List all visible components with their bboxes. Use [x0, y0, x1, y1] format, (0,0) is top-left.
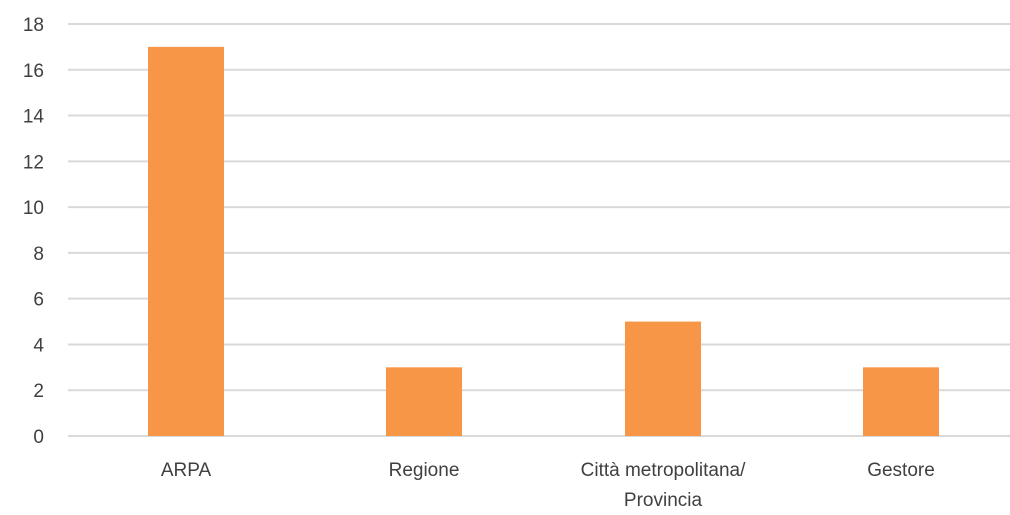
x-category-label: Regione: [389, 460, 460, 481]
bar-gestore: [863, 367, 939, 436]
y-tick-label: 18: [23, 15, 44, 36]
x-category-label: Gestore: [867, 460, 935, 481]
x-axis-category-labels: ARPA Regione Città metropolitana/Provincia…: [161, 460, 935, 511]
bar-arpa: [148, 46, 224, 437]
y-tick-label: 6: [33, 290, 44, 311]
x-category-label-line: Regione: [389, 460, 460, 481]
y-tick-label: 2: [33, 381, 44, 402]
x-category-label-line: ARPA: [161, 460, 212, 481]
bar-citt-metropolitana-provincia: [625, 321, 701, 436]
gridlines: [68, 23, 1010, 437]
y-tick-label: 16: [23, 61, 44, 82]
y-tick-label: 8: [33, 244, 44, 265]
y-tick-label: 14: [23, 107, 45, 128]
x-category-label-line: Città metropolitana/: [581, 460, 746, 481]
x-category-label-line: Provincia: [624, 490, 703, 511]
x-category-label-line: Gestore: [867, 460, 935, 481]
y-tick-label: 4: [33, 335, 44, 356]
y-tick-label: 10: [23, 198, 44, 219]
y-axis-tick-labels: 0 2 4 6 8 10 12 14 16 18: [23, 15, 45, 448]
bars: [148, 46, 939, 437]
y-tick-label: 0: [33, 427, 44, 448]
x-category-label: Città metropolitana/Provincia: [581, 460, 746, 511]
y-tick-label: 12: [23, 152, 44, 173]
bar-regione: [386, 367, 462, 436]
x-category-label: ARPA: [161, 460, 212, 481]
